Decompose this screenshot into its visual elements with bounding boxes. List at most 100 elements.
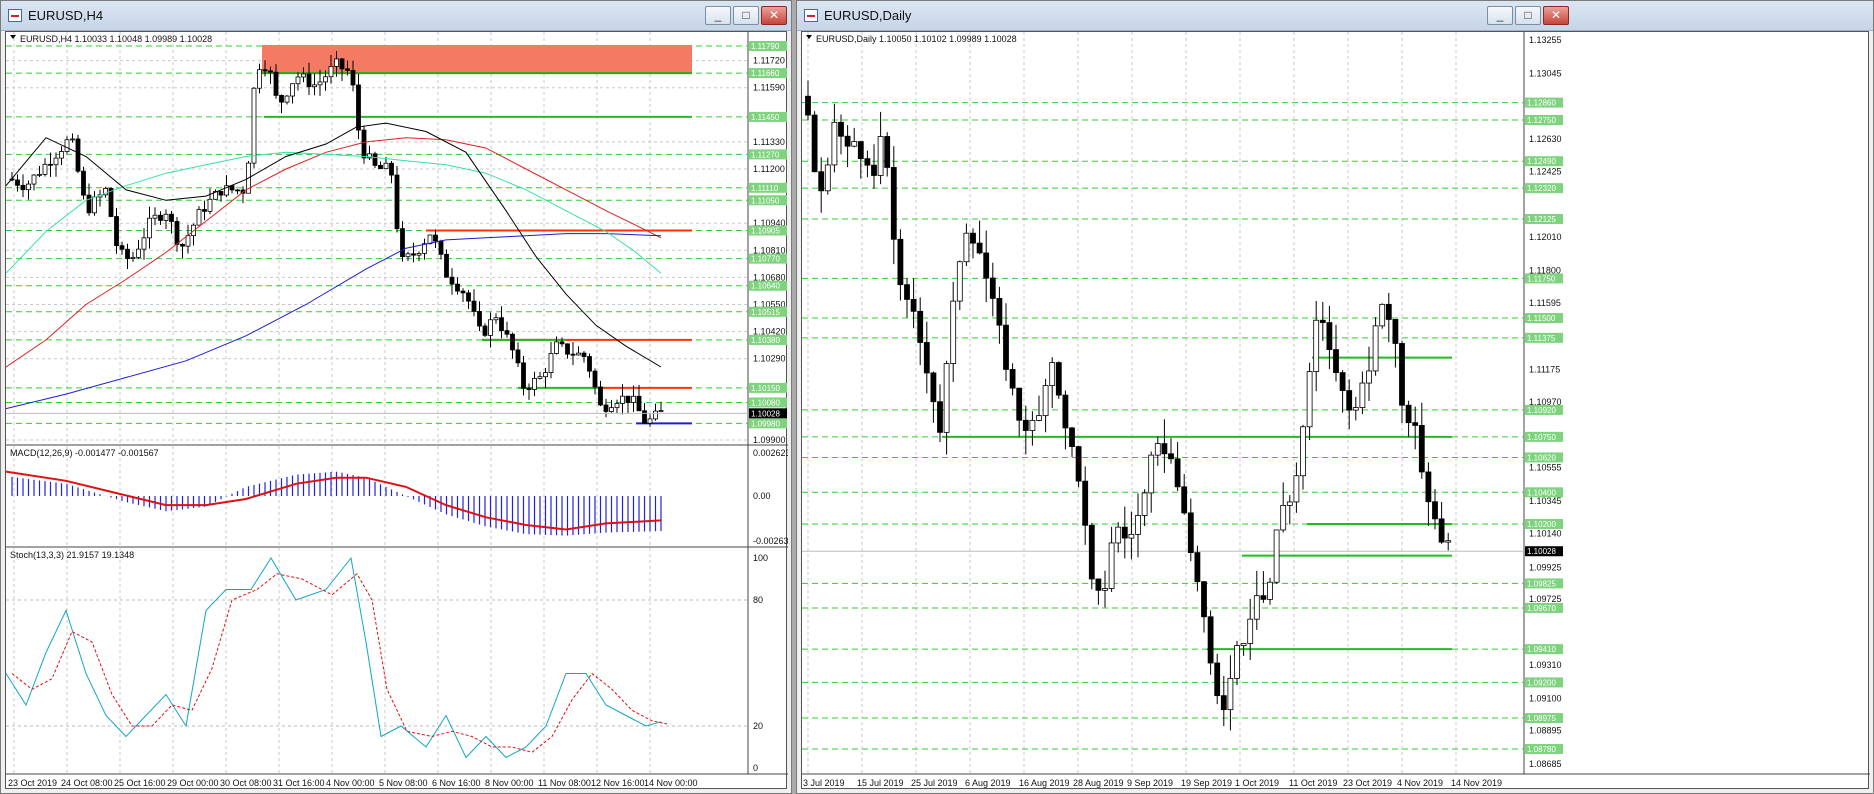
candle-body xyxy=(1095,578,1102,591)
moving-average-red xyxy=(5,137,662,368)
daily-chart-canvas[interactable]: 1.13255 1.13045 1.12630 1.12425 1.12010 1.118… xyxy=(802,32,1870,790)
price-scale-label: 1.11595 xyxy=(1529,298,1561,308)
level-price-label: 1.12860 xyxy=(1527,99,1556,108)
time-axis-label: 30 Oct 08:00 xyxy=(220,778,272,788)
candle-body xyxy=(268,70,273,73)
candle-body xyxy=(1253,595,1260,620)
candle-body xyxy=(904,284,910,300)
level-price-tag xyxy=(749,418,787,429)
price-scale-label: 1.11800 xyxy=(1529,266,1561,276)
time-axis-label: 1 Oct 2019 xyxy=(1235,778,1279,788)
daily-chart-area[interactable]: 1.13255 1.13045 1.12630 1.12425 1.12010 1.118… xyxy=(801,31,1870,790)
macd-scale-label: 0.002623 xyxy=(753,448,788,458)
candle-body xyxy=(334,58,339,67)
candle-body xyxy=(537,376,543,379)
candle-body xyxy=(1293,475,1300,503)
candle-body xyxy=(202,209,207,212)
candle-body xyxy=(620,395,625,404)
maximize-button[interactable]: □ xyxy=(1515,6,1541,25)
level-price-tag xyxy=(1525,713,1563,724)
time-axis-label: 24 Oct 08:00 xyxy=(61,778,113,788)
candle-body xyxy=(1016,387,1023,421)
close-button[interactable]: ✕ xyxy=(761,6,787,25)
stoch-scale-label: 20 xyxy=(753,721,763,731)
candle-body xyxy=(345,68,350,71)
level-price-tag xyxy=(749,397,787,408)
candle-body xyxy=(510,333,515,351)
macd-scale-label: -0.002636 xyxy=(753,536,788,546)
candle-body xyxy=(295,76,301,85)
candle-body xyxy=(416,253,422,256)
level-price-tag xyxy=(749,41,787,51)
level-price-tag xyxy=(1525,214,1563,225)
candle-body xyxy=(877,136,884,176)
candle-body xyxy=(1049,362,1056,386)
minimize-button[interactable]: _ xyxy=(705,6,731,25)
time-axis-label: 25 Oct 16:00 xyxy=(114,778,166,788)
time-axis-label: 12 Nov 16:00 xyxy=(591,778,645,788)
candle-body xyxy=(257,69,262,89)
candle-body xyxy=(31,174,37,185)
level-price-label: 1.09980 xyxy=(751,419,780,428)
candle-body xyxy=(114,216,119,247)
candle-body xyxy=(251,87,257,164)
candle-body xyxy=(339,58,345,70)
daily-chart-window[interactable]: EURUSD,Daily _ □ ✕ 1.13255 1.13045 1.12630… xyxy=(796,0,1874,794)
candle-body xyxy=(273,71,279,96)
minimize-button[interactable]: _ xyxy=(1487,6,1513,25)
candle-body xyxy=(1326,322,1333,351)
daily-window-title: EURUSD,Daily xyxy=(824,8,912,23)
candle-body xyxy=(559,341,565,345)
chart-window-icon xyxy=(804,9,818,22)
daily-window-titlebar[interactable]: EURUSD,Daily _ □ ✕ xyxy=(797,1,1873,31)
candle-body xyxy=(996,298,1003,326)
price-scale-label: 1.09310 xyxy=(1529,660,1562,670)
candle-body xyxy=(1247,618,1254,644)
candle-body xyxy=(581,352,587,357)
time-axis-label: 14 Nov 2019 xyxy=(1451,778,1502,788)
candle-body xyxy=(653,410,658,420)
candle-body xyxy=(576,352,581,356)
time-axis-label: 6 Nov 16:00 xyxy=(432,778,481,788)
price-scale-label: 1.10940 xyxy=(753,218,786,228)
candle-body xyxy=(1227,677,1234,711)
candle-body xyxy=(989,277,996,299)
candle-body xyxy=(1154,443,1161,456)
moving-average-green xyxy=(5,151,662,274)
maximize-button[interactable]: □ xyxy=(733,6,759,25)
candle-body xyxy=(1399,343,1405,406)
candle-body xyxy=(1082,480,1089,526)
level-price-label: 1.10380 xyxy=(751,336,780,345)
candle-body xyxy=(1425,471,1432,503)
candle-body xyxy=(169,213,174,222)
price-scale-label: 1.12010 xyxy=(1529,232,1562,242)
candle-body xyxy=(890,167,897,240)
candle-body xyxy=(174,221,180,245)
h4-chart-area[interactable]: 1.11720 1.11590 1.11330 1.11200 1.10940 1.108… xyxy=(5,31,794,790)
candle-body xyxy=(976,242,983,254)
stoch-scale-label: 100 xyxy=(753,553,768,563)
close-button[interactable]: ✕ xyxy=(1543,6,1569,25)
candle-body xyxy=(857,141,864,160)
price-scale-label: 1.10420 xyxy=(753,327,786,337)
candle-body xyxy=(824,164,831,192)
h4-chart-canvas[interactable]: 1.11720 1.11590 1.11330 1.11200 1.10940 1.108… xyxy=(5,32,794,790)
candle-body xyxy=(1009,369,1016,389)
candle-body xyxy=(1392,319,1399,344)
level-price-label: 1.08780 xyxy=(1527,745,1556,754)
candle-body xyxy=(1214,662,1221,697)
level-price-tag xyxy=(749,334,787,345)
candle-body xyxy=(92,196,97,214)
level-price-label: 1.11050 xyxy=(751,196,780,205)
candle-body xyxy=(570,353,576,356)
h4-chart-window[interactable]: EURUSD,H4 _ □ ✕ 1.11720 1.11590 1.11330 1.1… xyxy=(0,0,794,794)
candle-body xyxy=(1286,501,1293,506)
level-price-label: 1.12490 xyxy=(1527,157,1556,166)
current-price-label: 1.10028 xyxy=(751,409,780,418)
candle-body xyxy=(658,410,664,413)
candle-body xyxy=(603,404,609,412)
h4-window-titlebar[interactable]: EURUSD,H4 _ □ ✕ xyxy=(1,1,791,31)
candle-body xyxy=(1273,529,1280,583)
candle-body xyxy=(455,283,460,292)
candle-body xyxy=(983,252,990,279)
